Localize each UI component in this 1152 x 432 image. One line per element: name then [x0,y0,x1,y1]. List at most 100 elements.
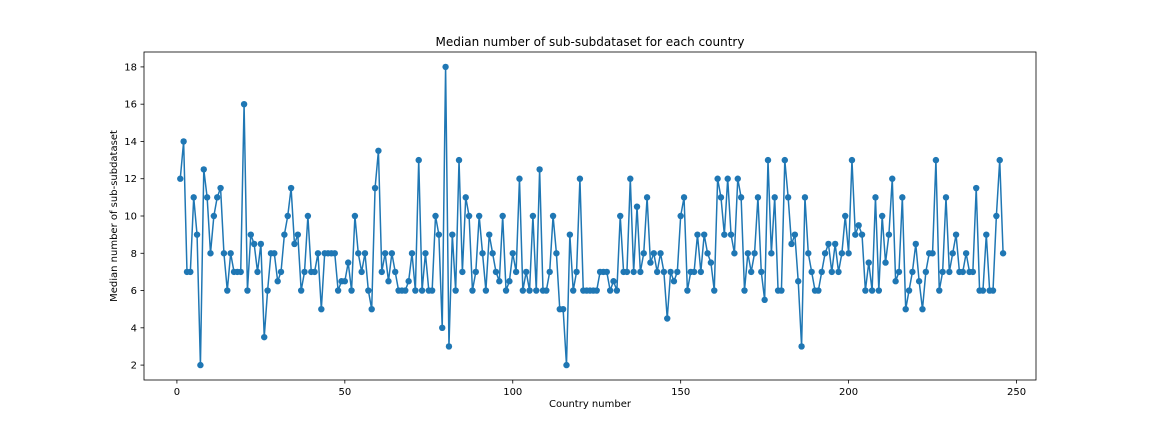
data-point [210,212,218,220]
data-point [627,175,634,182]
data-point [768,250,775,257]
data-point [751,250,758,257]
data-point [318,305,325,313]
data-point [536,166,543,173]
data-point [200,166,207,173]
data-point [647,259,654,266]
data-point [996,156,1003,164]
data-point [237,268,244,276]
data-point [341,278,349,285]
data-point [496,278,503,285]
data-point [727,231,735,238]
data-point [731,250,738,257]
data-point [351,212,359,220]
x-axis-ticks: 0 50 100 150 200 250 [174,380,1026,398]
data-point [381,250,389,257]
data-point [506,278,513,285]
data-point [546,268,553,276]
data-point [392,268,399,276]
data-point [922,268,930,276]
data-point [193,231,201,238]
data-point [872,194,879,201]
data-point [566,231,574,238]
data-point [197,361,204,369]
data-point [311,268,318,276]
data-point [415,156,422,164]
data-point [784,194,792,201]
data-point [412,287,419,294]
data-point [593,287,600,294]
data-point [999,250,1007,257]
data-point [795,278,802,285]
data-point [771,194,778,201]
data-point [512,268,520,276]
data-point [905,287,913,294]
data-point [969,268,977,276]
data-point [660,268,668,276]
series-layer [177,63,1007,369]
data-point [684,287,691,294]
data-point [845,250,852,257]
data-point [858,231,866,238]
data-point [909,268,916,276]
data-point [475,212,483,220]
data-point [825,240,832,248]
data-point [670,278,678,285]
data-point [207,250,214,257]
data-point [801,194,809,201]
data-point [758,268,765,276]
x-axis-label: Country number [549,399,632,410]
data-point [529,212,537,220]
data-point [741,287,748,294]
data-point [462,194,469,201]
data-point [435,231,443,238]
data-point [711,287,718,294]
data-point [962,250,970,257]
data-point [650,250,658,257]
data-point [533,287,540,294]
data-point [469,287,476,294]
y-axis-ticks: 2 4 6 8 10 12 14 16 18 [124,62,144,372]
data-point [516,175,523,182]
x-tick-label: 0 [174,387,180,398]
data-point [939,268,946,276]
data-point [203,194,211,201]
data-point [432,212,439,220]
data-point [657,250,664,257]
x-tick-label: 150 [671,387,690,398]
data-point [519,287,527,294]
data-point [526,287,533,294]
data-point [486,231,493,238]
data-point [805,250,812,257]
data-point [442,63,449,71]
data-point [375,147,382,154]
data-point [220,250,228,257]
data-point [946,268,953,276]
data-point [422,250,429,257]
data-point [674,268,681,276]
data-point [761,296,768,304]
data-point [509,250,516,257]
data-point [653,268,661,276]
data-point [254,268,261,276]
data-point [892,278,899,285]
data-point [553,250,560,257]
y-tick-label: 18 [124,62,137,73]
data-point [895,268,903,276]
data-point [543,287,550,294]
data-point [502,287,510,294]
data-point [610,278,617,285]
data-point [848,156,856,164]
y-tick-label: 4 [131,323,137,334]
data-point [214,194,221,201]
y-axis-label: Median number of sub-subdataset [109,130,120,302]
data-point [915,278,923,285]
data-point [271,250,278,257]
data-point [244,287,251,294]
data-point [331,250,338,257]
data-point [929,250,936,257]
data-point [899,194,906,201]
data-point [781,156,788,164]
data-point [865,259,872,266]
y-tick-label: 16 [124,100,137,111]
